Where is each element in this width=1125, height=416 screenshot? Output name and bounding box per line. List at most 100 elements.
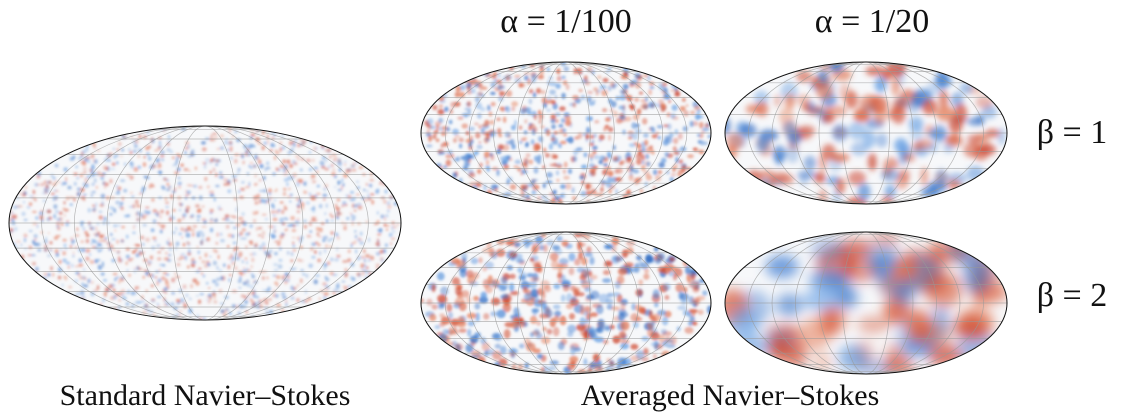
- blob: [166, 240, 169, 244]
- blob: [85, 248, 90, 253]
- blob: [477, 113, 482, 119]
- blob: [226, 181, 230, 186]
- blob: [123, 189, 127, 193]
- blob: [206, 298, 208, 300]
- blob: [286, 182, 289, 186]
- blob: [141, 300, 145, 302]
- blob: [546, 109, 551, 112]
- blob: [242, 160, 245, 164]
- blob: [347, 258, 351, 262]
- blob: [118, 280, 120, 285]
- blob: [697, 109, 701, 114]
- blob: [560, 316, 567, 326]
- blob: [477, 169, 481, 174]
- blob: [643, 133, 649, 138]
- blob: [589, 257, 594, 265]
- blob: [144, 214, 149, 217]
- blob: [329, 155, 331, 159]
- blob: [144, 155, 146, 158]
- blob: [178, 232, 182, 235]
- blob: [49, 241, 52, 244]
- blob: [58, 181, 60, 183]
- blob: [657, 136, 661, 139]
- blob: [384, 189, 387, 193]
- blob: [248, 165, 251, 168]
- blob: [32, 240, 35, 244]
- blob: [198, 299, 201, 304]
- blob: [167, 259, 171, 262]
- blob: [899, 168, 911, 182]
- blob: [170, 150, 173, 153]
- blob: [440, 286, 448, 295]
- blob: [569, 267, 575, 275]
- blob: [322, 194, 327, 197]
- blob: [80, 290, 84, 294]
- blob: [467, 329, 471, 337]
- blob: [309, 167, 312, 172]
- blob: [96, 186, 99, 190]
- blob: [296, 284, 299, 287]
- blob: [836, 178, 845, 194]
- blob: [45, 236, 47, 240]
- blob: [266, 167, 270, 170]
- blob: [330, 231, 334, 235]
- blob: [201, 218, 206, 220]
- blob: [691, 310, 696, 317]
- blob: [323, 292, 327, 296]
- blob: [385, 243, 388, 247]
- blob: [202, 226, 207, 228]
- blob: [62, 283, 64, 286]
- blob: [178, 177, 181, 179]
- blob: [426, 123, 429, 127]
- blob: [426, 299, 432, 306]
- blob: [168, 185, 170, 190]
- blob: [313, 279, 318, 284]
- blob: [152, 237, 156, 240]
- blob: [168, 135, 170, 138]
- blob: [380, 257, 383, 261]
- blob: [354, 210, 357, 212]
- blob: [110, 233, 113, 236]
- blob: [477, 145, 483, 150]
- blob: [455, 286, 463, 290]
- blob: [631, 122, 636, 129]
- blob: [524, 130, 528, 134]
- blob: [44, 272, 48, 275]
- blob: [154, 239, 157, 242]
- blob: [560, 184, 566, 189]
- blob: [311, 242, 316, 246]
- blob: [591, 170, 596, 177]
- blob: [608, 134, 611, 141]
- blob: [262, 242, 266, 247]
- blob: [37, 249, 41, 252]
- blob: [336, 283, 339, 288]
- row-label: β = 2: [1037, 277, 1107, 314]
- blob: [331, 220, 334, 222]
- blob: [558, 124, 563, 128]
- blob: [344, 161, 347, 163]
- blob: [76, 177, 80, 179]
- blob: [650, 86, 655, 90]
- blob: [540, 136, 544, 143]
- blob: [215, 250, 218, 254]
- blob: [563, 176, 569, 180]
- blob: [250, 265, 253, 268]
- column-label: α = 1/100: [500, 3, 631, 40]
- blob: [699, 122, 703, 129]
- blob: [249, 242, 253, 245]
- blob: [317, 185, 321, 188]
- blob: [344, 204, 347, 206]
- blob: [296, 298, 300, 302]
- blob: [599, 155, 606, 160]
- blob: [682, 98, 686, 102]
- blob: [126, 174, 129, 177]
- blob: [220, 233, 223, 236]
- blob: [699, 150, 704, 155]
- blob: [102, 263, 104, 267]
- blob: [281, 292, 286, 296]
- blob: [245, 245, 247, 249]
- blob: [113, 148, 116, 151]
- blob: [220, 276, 224, 280]
- blob: [936, 77, 953, 87]
- blob: [79, 276, 82, 280]
